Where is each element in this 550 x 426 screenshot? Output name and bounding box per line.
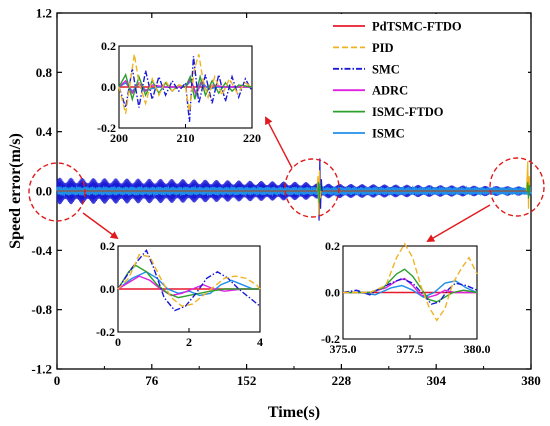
spike-ISMC-FTDO-377 <box>526 182 531 199</box>
y-tick-label: -0.8 <box>31 302 52 317</box>
spike-ISMC-FTDO-210 <box>317 182 322 203</box>
inset-x-tick-label: 4 <box>257 335 263 349</box>
x-axis-title: Time(s) <box>268 404 320 421</box>
inset-x-tick-label: 220 <box>243 131 261 145</box>
x-tick-label: 152 <box>237 373 257 388</box>
y-tick-label: 0.8 <box>36 65 53 80</box>
inset-x-tick-label: 377.5 <box>397 342 424 356</box>
inset-y-tick-label: -0.2 <box>321 332 340 346</box>
arrow-to-inset-0-4 <box>82 212 119 240</box>
inset-200-220: 200 210 220 -0.2 0.0 0.2 <box>97 39 261 145</box>
inset-y-tick-label: 0.2 <box>325 239 340 253</box>
inset-x-tick-label: 0 <box>115 335 121 349</box>
inset-y-tick-label: 0.2 <box>100 239 115 253</box>
y-tick-label: -1.2 <box>31 362 52 377</box>
legend-label-ADRC: ADRC <box>372 84 408 98</box>
x-tick-label: 228 <box>332 373 352 388</box>
arrow-to-inset-375-380 <box>426 204 491 243</box>
highlight-ellipse-end <box>489 157 545 217</box>
inset-series-ISMC <box>343 280 478 298</box>
inset-x-tick-label: 2 <box>186 335 192 349</box>
x-tick-label: 76 <box>145 373 159 388</box>
y-tick-label: 0.4 <box>36 124 53 139</box>
legend-label-PID: PID <box>372 41 394 55</box>
x-tick-label: 304 <box>426 373 446 388</box>
inset-0-4: 0 2 4 -0.2 0.0 0.2 <box>96 239 263 349</box>
inset-series-SMC <box>342 277 478 305</box>
legend-label-ISMC-FTDO: ISMC-FTDO <box>372 105 444 119</box>
inset-y-tick-label: -0.2 <box>96 325 115 339</box>
inset-x-tick-label: 210 <box>177 131 195 145</box>
legend-label-SMC: SMC <box>372 62 400 76</box>
inset-series-ISMC-FTDO <box>117 264 260 299</box>
inset-y-tick-label: -0.2 <box>97 121 116 135</box>
x-tick-label: 0 <box>54 373 61 388</box>
inset-series-SMC <box>118 56 253 122</box>
inset-series-PID <box>343 242 478 322</box>
inset-x-tick-label: 200 <box>110 131 128 145</box>
inset-x-tick-label: 380.0 <box>464 342 491 356</box>
y-tick-label: 0.0 <box>36 184 52 199</box>
x-tick-label: 380 <box>521 373 541 388</box>
inset-series-SMC <box>117 248 261 312</box>
legend-label-PdTSMC-FTDO: PdTSMC-FTDO <box>372 20 462 34</box>
legend-label-ISMC: ISMC <box>372 127 405 141</box>
highlight-ellipse-start <box>28 162 86 222</box>
inset-x-tick-label: 375.0 <box>330 342 357 356</box>
inset-y-tick-label: 0.2 <box>101 39 116 53</box>
inset-y-tick-label: 0.0 <box>100 282 115 296</box>
inset-series-PID <box>118 54 253 114</box>
inset-y-tick-label: 0.0 <box>325 286 340 300</box>
y-axis-title: Speed error(m/s) <box>7 133 24 249</box>
inset-series-ADRC <box>117 275 260 297</box>
y-tick-label: 1.2 <box>36 6 52 21</box>
inset-375-380: 375.0 377.5 380.0 -0.2 0.0 0.2 <box>321 239 491 356</box>
inset-series-ADRC <box>343 277 477 298</box>
arrow-to-inset-200-220 <box>265 116 293 169</box>
inset-y-tick-label: 0.0 <box>101 80 116 94</box>
highlight-ellipse-210 <box>284 158 340 218</box>
inset-series-PID <box>117 253 261 307</box>
legend-box <box>325 14 528 145</box>
inset-series-ISMC-FTDO <box>343 268 478 303</box>
y-tick-label: -0.4 <box>31 243 52 258</box>
